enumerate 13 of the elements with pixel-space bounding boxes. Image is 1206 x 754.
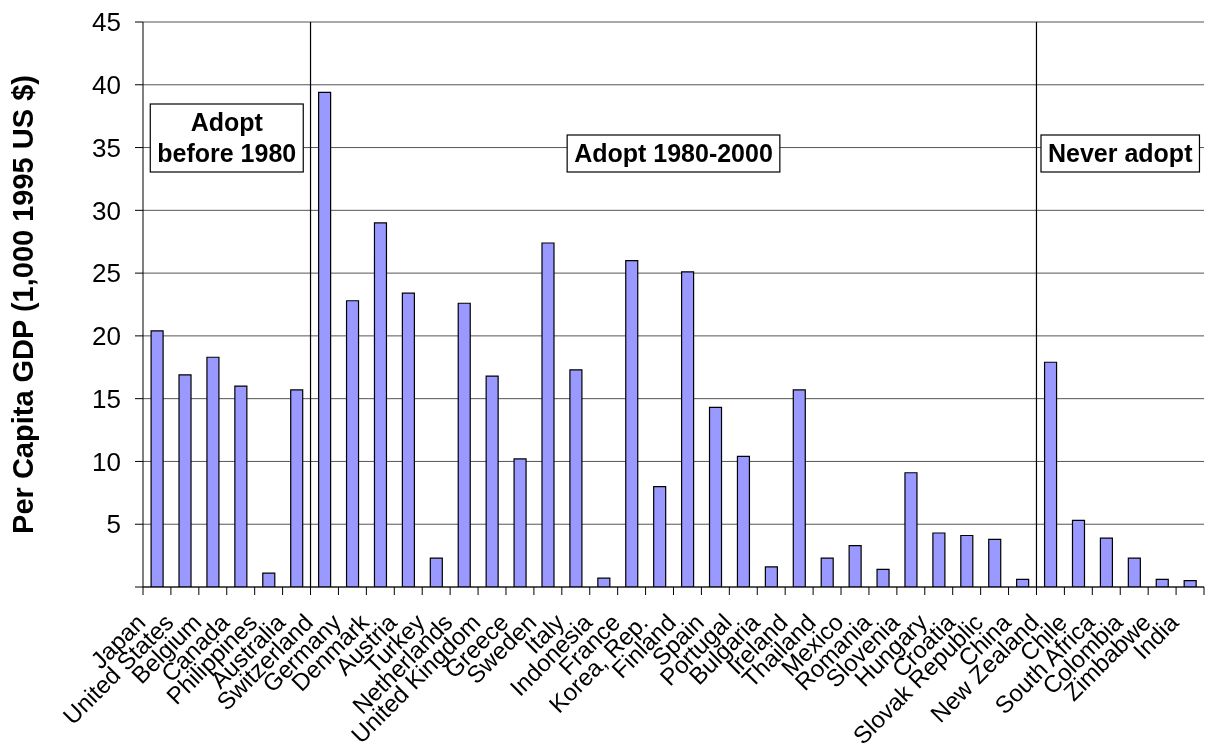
y-tick-label: 5	[106, 509, 121, 540]
y-tick-label: 45	[92, 7, 121, 38]
y-tick-label: 40	[92, 70, 121, 101]
annotation: Adopt before 1980	[157, 108, 297, 168]
annotation: Adopt 1980-2000	[574, 139, 773, 168]
y-tick-label: 20	[92, 321, 121, 352]
y-tick-label: 25	[92, 258, 121, 289]
y-axis-title: Per Capita GDP (1,000 1995 US $)	[7, 75, 39, 534]
y-tick-label: 35	[92, 132, 121, 163]
y-tick-label: 30	[92, 195, 121, 226]
annotation: Never adopt	[1047, 139, 1194, 168]
y-tick-label: 15	[92, 383, 121, 414]
y-tick-label: 10	[92, 446, 121, 477]
